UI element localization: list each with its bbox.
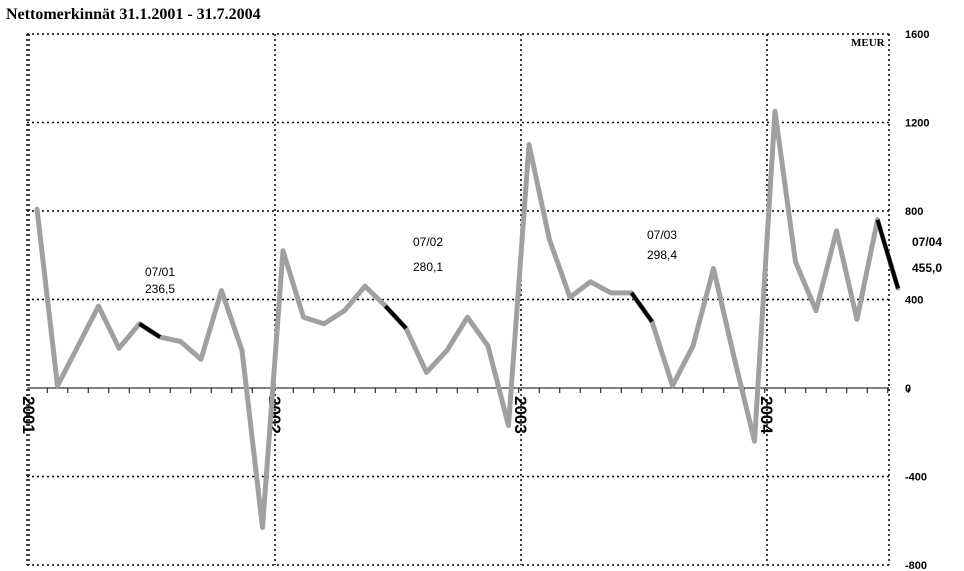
data-point — [567, 295, 573, 300]
series-line — [34, 108, 901, 530]
highlight-segment — [384, 304, 408, 330]
annotation-period-2004: 07/04 — [912, 235, 942, 249]
y-tick-label: 400 — [905, 295, 923, 307]
data-point — [793, 259, 798, 265]
data-point — [55, 383, 60, 388]
data-point — [260, 525, 265, 530]
data-point — [526, 142, 532, 147]
data-point — [854, 317, 860, 322]
data-point — [690, 343, 696, 349]
y-tick-label: 0 — [905, 383, 911, 395]
data-point — [711, 266, 716, 271]
highlight-segment — [629, 291, 654, 323]
x-year-label: 2001 — [19, 396, 38, 434]
annotation-period-2002: 07/02 — [413, 235, 443, 249]
annotation-value-2002: 280,1 — [413, 260, 443, 274]
data-point — [280, 248, 286, 254]
y-tick-label: -800 — [905, 560, 927, 571]
data-point — [485, 343, 491, 349]
data-point — [506, 423, 511, 428]
annotation-period-2003: 07/03 — [647, 228, 677, 242]
annotation-value-2003: 298,4 — [647, 248, 677, 262]
y-axis-ticks: 1600 1200 800 400 0 -400 -800 — [905, 29, 929, 571]
series-lines — [34, 108, 901, 530]
data-point — [444, 348, 450, 353]
annotations: 07/01 236,5 07/02 280,1 07/03 298,4 07/0… — [145, 228, 942, 296]
data-point — [75, 343, 81, 349]
data-point — [96, 303, 101, 309]
x-year-label: 2004 — [757, 396, 776, 434]
annotation-value-2001: 236,5 — [145, 282, 175, 296]
chart-title: Nettomerkinnät 31.1.2001 - 31.7.2004 — [6, 6, 261, 23]
data-point — [772, 109, 778, 114]
data-point — [198, 357, 204, 362]
data-point — [178, 339, 183, 344]
y-tick-label: 1200 — [905, 118, 929, 130]
y-tick-label: 1600 — [905, 29, 929, 41]
data-point — [752, 438, 757, 444]
highlight-segment — [138, 322, 162, 339]
data-point — [547, 237, 552, 242]
data-point — [321, 321, 327, 327]
y-tick-label: -400 — [905, 472, 927, 484]
data-point — [588, 279, 593, 284]
data-point — [608, 290, 614, 296]
unit-label: MEUR — [851, 37, 886, 49]
grid — [26, 33, 890, 566]
highlight-segment — [875, 219, 900, 290]
data-point — [116, 345, 122, 351]
annotation-period-2001: 07/01 — [145, 265, 175, 279]
data-point — [342, 308, 347, 313]
data-point — [834, 228, 839, 234]
data-point — [362, 284, 368, 289]
y-tick-label: 800 — [905, 206, 923, 218]
data-point — [424, 370, 429, 375]
data-point — [813, 308, 819, 313]
data-point — [239, 348, 245, 353]
data-point — [301, 315, 306, 320]
x-year-label: 2003 — [511, 396, 530, 434]
annotation-value-2004: 455,0 — [912, 261, 942, 275]
data-point — [731, 354, 737, 360]
data-point — [670, 383, 675, 388]
data-point — [465, 315, 470, 320]
x-axis — [27, 387, 909, 393]
data-point — [219, 288, 224, 293]
x-axis-year-labels: 2001 2002 2003 2004 — [19, 396, 776, 434]
data-point — [34, 206, 40, 211]
